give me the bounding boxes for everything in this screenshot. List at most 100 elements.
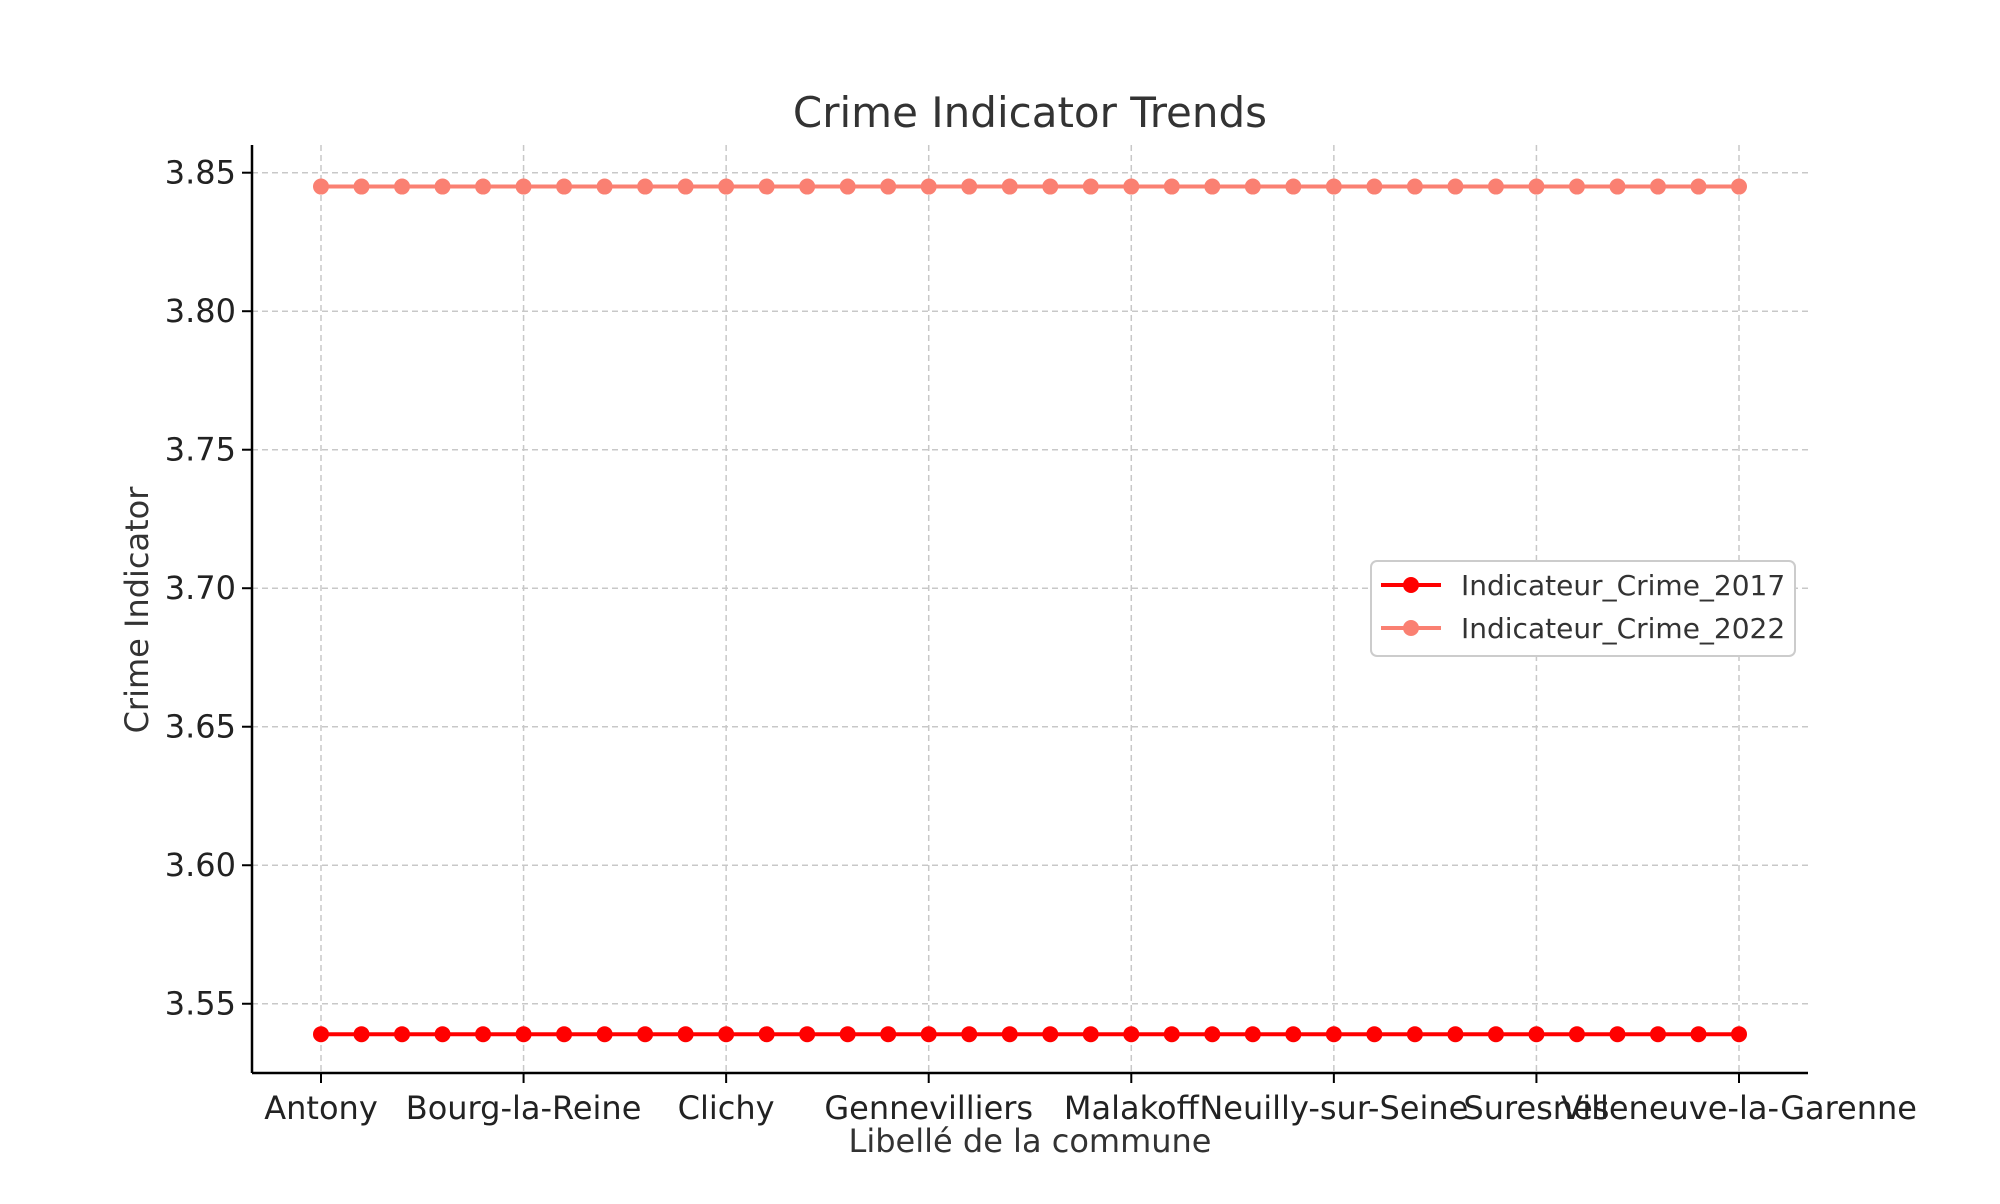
data-point bbox=[1082, 178, 1099, 195]
data-point bbox=[718, 178, 735, 195]
data-point bbox=[1406, 1026, 1423, 1043]
data-point bbox=[434, 178, 451, 195]
y-axis-label: Crime Indicator bbox=[118, 486, 156, 734]
legend-label: Indicateur_Crime_2022 bbox=[1461, 612, 1785, 645]
data-point bbox=[1731, 178, 1747, 195]
data-point bbox=[1649, 1026, 1666, 1043]
data-point bbox=[1001, 178, 1018, 195]
x-tick-label: Villeneuve-la-Garenne bbox=[1561, 1089, 1917, 1127]
y-tick-label: 3.65 bbox=[165, 708, 236, 746]
x-tick-label: Neuilly-sur-Seine bbox=[1199, 1089, 1468, 1127]
data-point bbox=[1568, 178, 1585, 195]
data-point bbox=[1528, 178, 1545, 195]
x-tick-layer: Antony Bourg-la-Reine Clichy Gennevilliers M… bbox=[264, 1073, 1917, 1127]
grid-layer bbox=[252, 145, 1808, 1073]
data-point bbox=[1123, 1026, 1140, 1043]
data-point bbox=[434, 1026, 451, 1043]
data-point bbox=[313, 178, 329, 195]
data-point bbox=[1690, 1026, 1707, 1043]
y-tick-label: 3.70 bbox=[165, 569, 236, 607]
data-point bbox=[1285, 1026, 1302, 1043]
data-point bbox=[1204, 178, 1221, 195]
data-point bbox=[1568, 1026, 1585, 1043]
data-point bbox=[718, 1026, 735, 1043]
data-point bbox=[1285, 178, 1302, 195]
data-point bbox=[1366, 178, 1383, 195]
data-point bbox=[1325, 1026, 1342, 1043]
data-point bbox=[1082, 1026, 1099, 1043]
data-point bbox=[1487, 178, 1504, 195]
data-point bbox=[1244, 1026, 1261, 1043]
data-point bbox=[1042, 178, 1059, 195]
data-point bbox=[556, 1026, 573, 1043]
data-point bbox=[596, 1026, 613, 1043]
y-tick-label: 3.85 bbox=[165, 154, 236, 192]
data-point bbox=[920, 178, 937, 195]
data-point bbox=[1042, 1026, 1059, 1043]
data-point bbox=[637, 178, 654, 195]
data-point bbox=[1366, 1026, 1383, 1043]
data-point bbox=[1325, 178, 1342, 195]
data-point bbox=[353, 1026, 370, 1043]
data-point bbox=[1609, 1026, 1626, 1043]
legend-label: Indicateur_Crime_2017 bbox=[1461, 569, 1785, 602]
data-point bbox=[394, 1026, 411, 1043]
data-point bbox=[880, 1026, 897, 1043]
data-point bbox=[1163, 1026, 1180, 1043]
y-tick-label: 3.55 bbox=[165, 985, 236, 1023]
data-point bbox=[556, 178, 573, 195]
data-point bbox=[920, 1026, 937, 1043]
data-point bbox=[515, 1026, 532, 1043]
data-point bbox=[839, 178, 856, 195]
legend: Indicateur_Crime_2017 Indicateur_Crime_20… bbox=[1370, 560, 1796, 657]
x-axis-label: Libellé de la commune bbox=[849, 1122, 1212, 1160]
data-point bbox=[1123, 178, 1140, 195]
data-point bbox=[1731, 1026, 1747, 1043]
data-point bbox=[515, 178, 532, 195]
data-point bbox=[799, 178, 816, 195]
data-point bbox=[353, 178, 370, 195]
data-point bbox=[758, 1026, 775, 1043]
data-point bbox=[1649, 178, 1666, 195]
y-tick-label: 3.80 bbox=[165, 292, 236, 330]
data-point bbox=[475, 1026, 492, 1043]
data-point bbox=[880, 178, 897, 195]
data-point bbox=[677, 1026, 694, 1043]
data-point bbox=[758, 178, 775, 195]
data-point bbox=[839, 1026, 856, 1043]
data-point bbox=[1609, 178, 1626, 195]
legend-marker bbox=[1403, 620, 1419, 636]
data-point bbox=[1690, 178, 1707, 195]
data-point bbox=[1487, 1026, 1504, 1043]
data-point bbox=[637, 1026, 654, 1043]
series-layer bbox=[313, 178, 1747, 1043]
legend-box bbox=[1370, 560, 1796, 657]
x-tick-label: Malakoff bbox=[1064, 1089, 1200, 1127]
data-point bbox=[1163, 178, 1180, 195]
data-point bbox=[1244, 178, 1261, 195]
data-point bbox=[394, 178, 411, 195]
data-point bbox=[475, 178, 492, 195]
data-point bbox=[799, 1026, 816, 1043]
data-point bbox=[1001, 1026, 1018, 1043]
data-point bbox=[1447, 1026, 1464, 1043]
x-tick-label: Bourg-la-Reine bbox=[406, 1089, 642, 1127]
x-tick-label: Clichy bbox=[678, 1089, 775, 1127]
data-point bbox=[1406, 178, 1423, 195]
legend-marker bbox=[1403, 577, 1419, 593]
x-tick-label: Gennevilliers bbox=[824, 1089, 1033, 1127]
y-tick-layer: 3.55 3.60 3.65 3.70 3.75 3.80 3.85 bbox=[165, 154, 252, 1023]
data-point bbox=[961, 1026, 978, 1043]
axes-layer bbox=[250, 145, 1808, 1075]
data-point bbox=[1528, 1026, 1545, 1043]
data-point bbox=[1447, 178, 1464, 195]
data-point bbox=[677, 178, 694, 195]
x-tick-label: Antony bbox=[264, 1089, 378, 1127]
y-tick-label: 3.75 bbox=[165, 431, 236, 469]
data-point bbox=[961, 178, 978, 195]
data-point bbox=[313, 1026, 329, 1043]
data-point bbox=[596, 178, 613, 195]
y-tick-label: 3.60 bbox=[165, 846, 236, 884]
